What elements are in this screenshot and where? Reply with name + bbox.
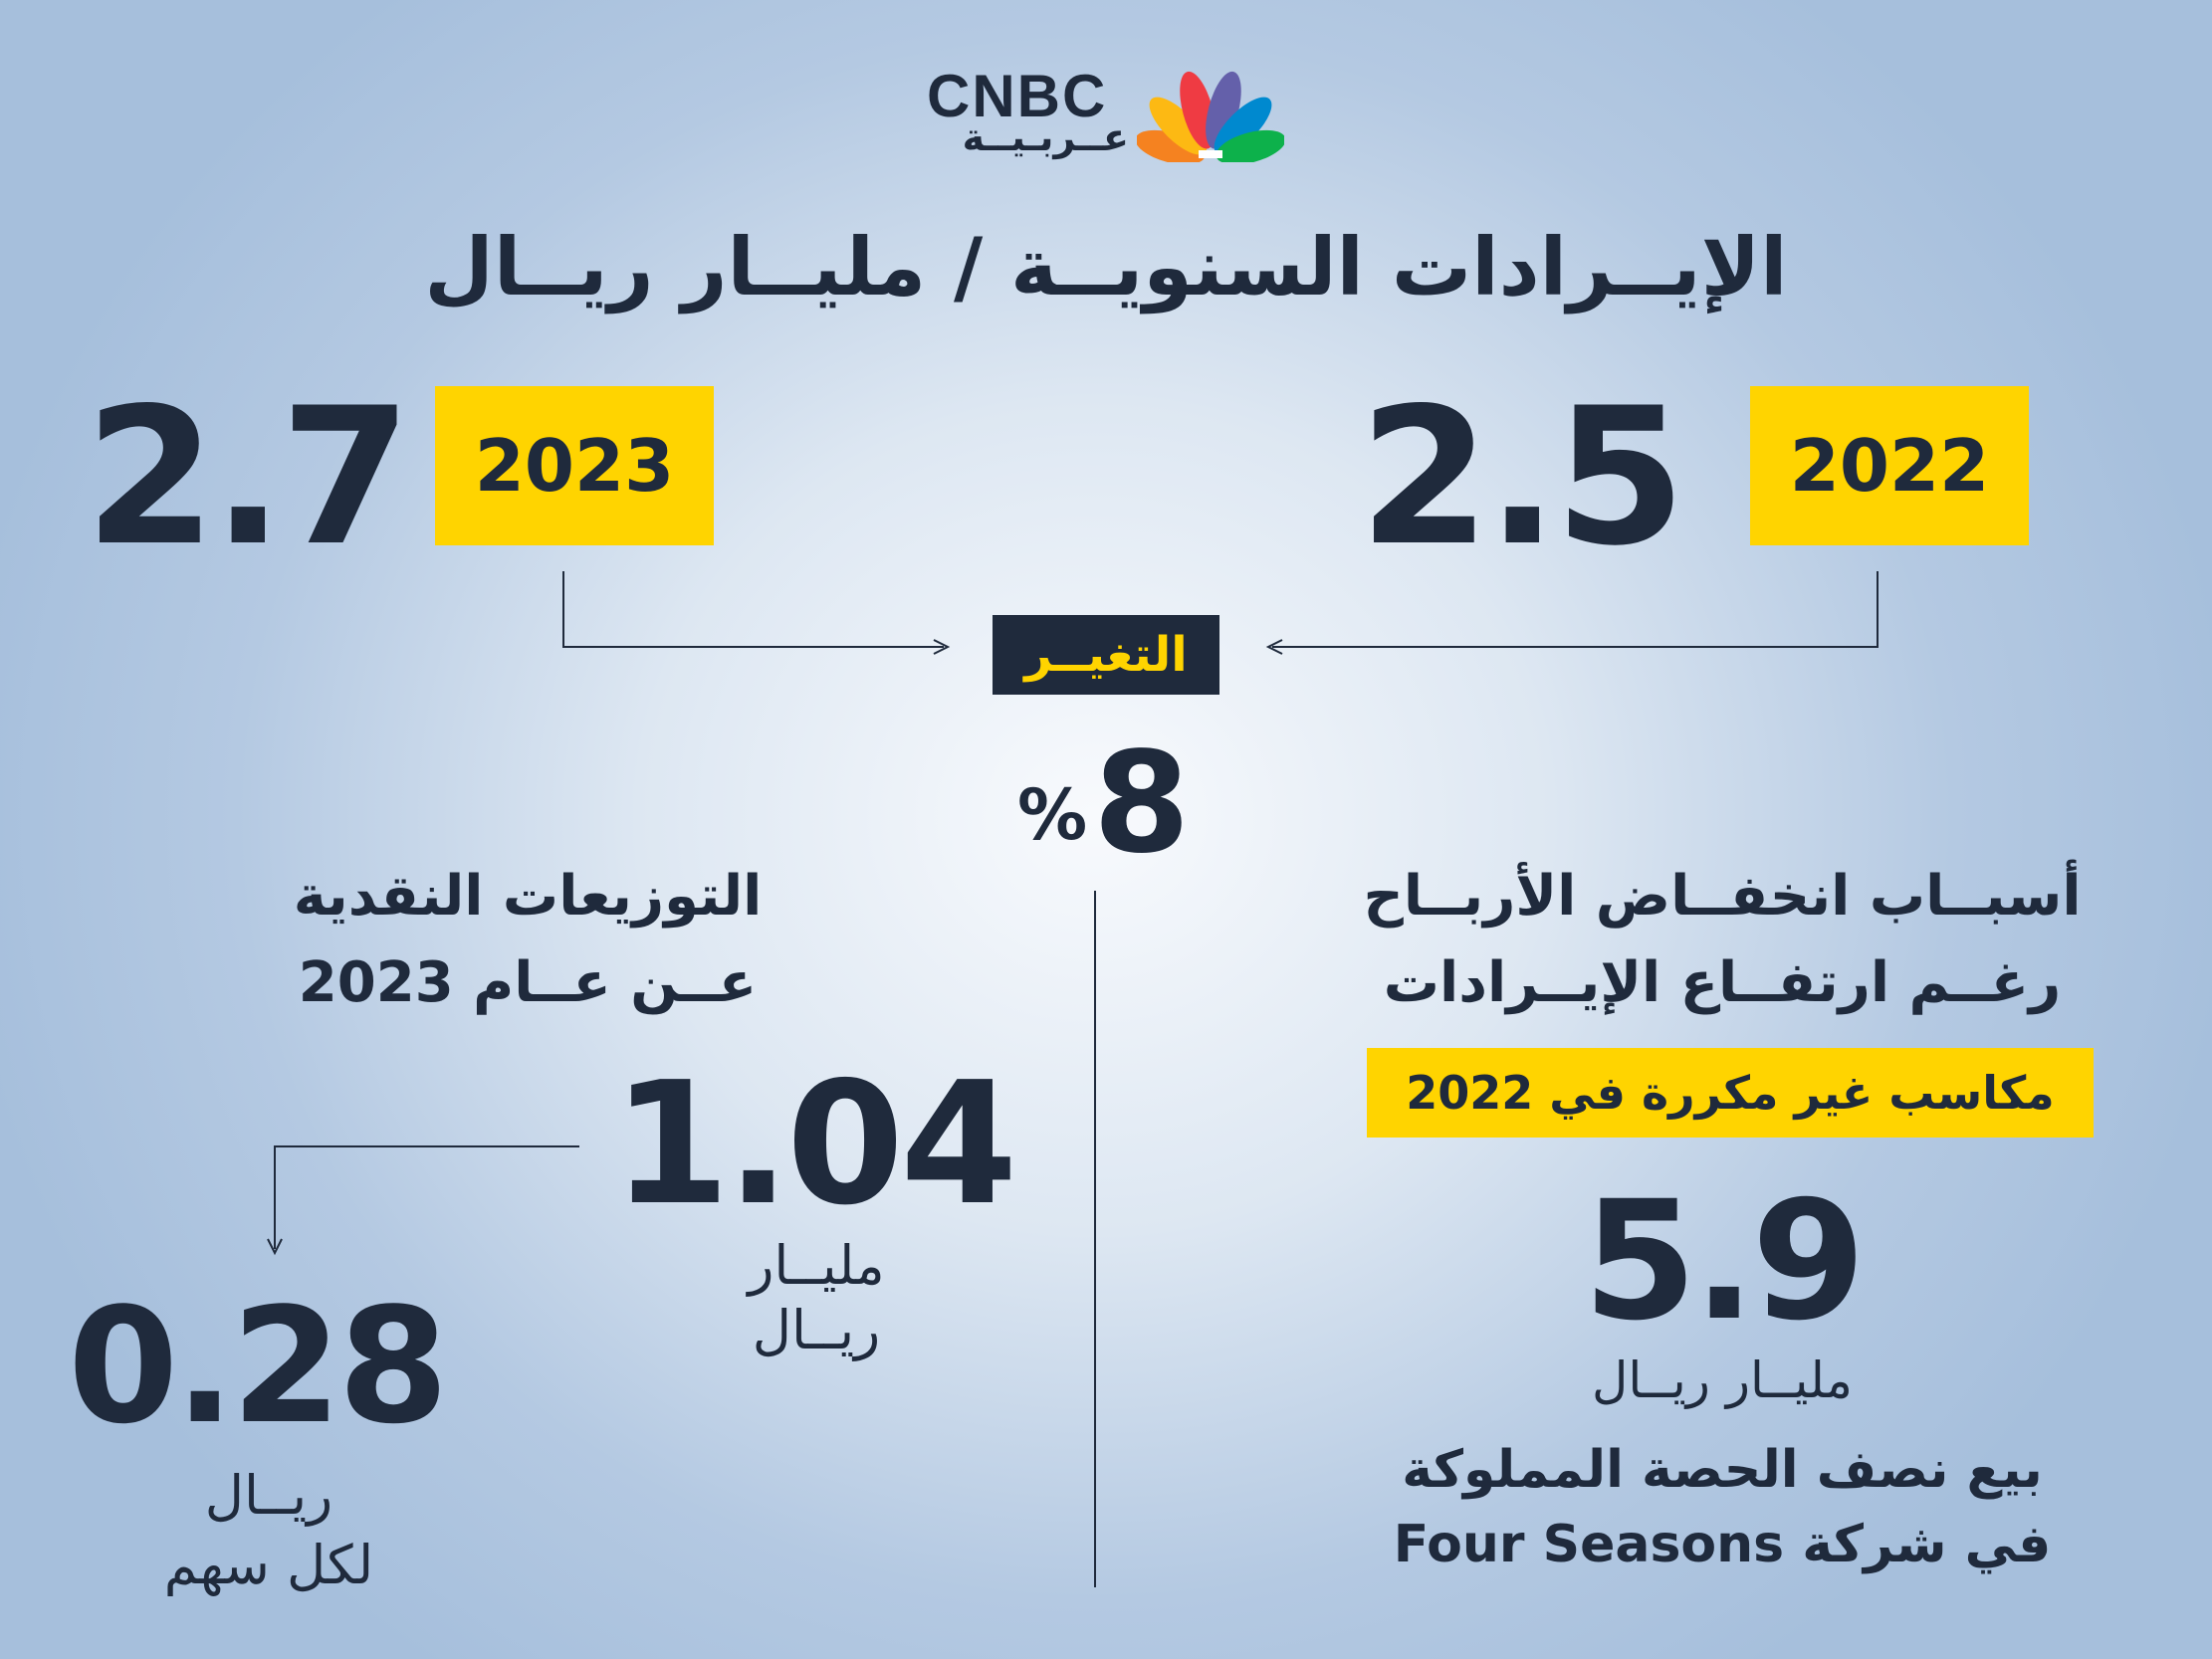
year-badge-2022: 2022 — [1750, 386, 2029, 545]
per-share-unit-line2: لكل سهم — [163, 1534, 374, 1597]
dividends-total-value: 1.04 — [612, 1046, 1017, 1243]
per-share-unit-line1: ريــال — [204, 1464, 333, 1527]
reasons-description: بيع نصف الحصة المملوكة في شركة Four Seas… — [1324, 1433, 2120, 1583]
page-title: الإيــرادات السنويــة / مليــار ريــال — [424, 221, 1788, 313]
reasons-title-line1: أسبــاب انخفــاض الأربــاح — [1363, 864, 2082, 929]
revenue-value-2023: 2.7 — [85, 367, 412, 587]
reasons-unit: مليــار ريــال — [1592, 1351, 1853, 1409]
dividends-unit-line1: مليــار — [748, 1234, 885, 1297]
reasons-desc-line2: في شركة Four Seasons — [1393, 1515, 2052, 1575]
reasons-highlight: مكاسب غير مكررة في 2022 — [1406, 1066, 2055, 1120]
dividends-total-unit: مليــار ريــال — [717, 1234, 916, 1363]
percent-sign: % — [1017, 774, 1088, 856]
year-badge-label: 2022 — [1789, 424, 1990, 508]
dividends-title: التوزيعات النقدية عــن عــام 2023 — [229, 854, 826, 1027]
revenue-value-2022: 2.5 — [1359, 367, 1686, 587]
reasons-title: أسبــاب انخفــاض الأربــاح رغــم ارتفــا… — [1349, 854, 2096, 1027]
logo-wordmark: CNBC — [927, 63, 1108, 129]
per-share-value: 0.28 — [68, 1273, 449, 1459]
reasons-value: 5.9 — [1583, 1165, 1866, 1356]
reasons-desc-line1: بيع نصف الحصة المملوكة — [1402, 1440, 2043, 1500]
reasons-title-line2: رغــم ارتفــاع الإيــرادات — [1383, 949, 2062, 1015]
cnbc-logo: CNBC عــربـيــة — [916, 60, 1284, 169]
dividends-unit-line2: ريــال — [752, 1298, 881, 1361]
change-value: % 8 — [1015, 734, 1215, 874]
year-badge-label: 2023 — [474, 424, 675, 508]
per-share-unit: ريــال لكل سهم — [119, 1461, 418, 1600]
change-label-box: التغيــر — [993, 615, 1219, 695]
reasons-highlight-box: مكاسب غير مكررة في 2022 — [1367, 1048, 2094, 1138]
change-percent-value: 8 — [1093, 723, 1190, 885]
peacock-icon — [1137, 71, 1284, 162]
year-badge-2023: 2023 — [435, 386, 714, 545]
change-label: التغيــر — [1024, 627, 1188, 683]
dividends-title-line2: عــن عــام 2023 — [298, 949, 758, 1015]
dividends-title-line1: التوزيعات النقدية — [293, 864, 763, 929]
logo-arabic-wordmark: عــربـيــة — [962, 115, 1129, 159]
